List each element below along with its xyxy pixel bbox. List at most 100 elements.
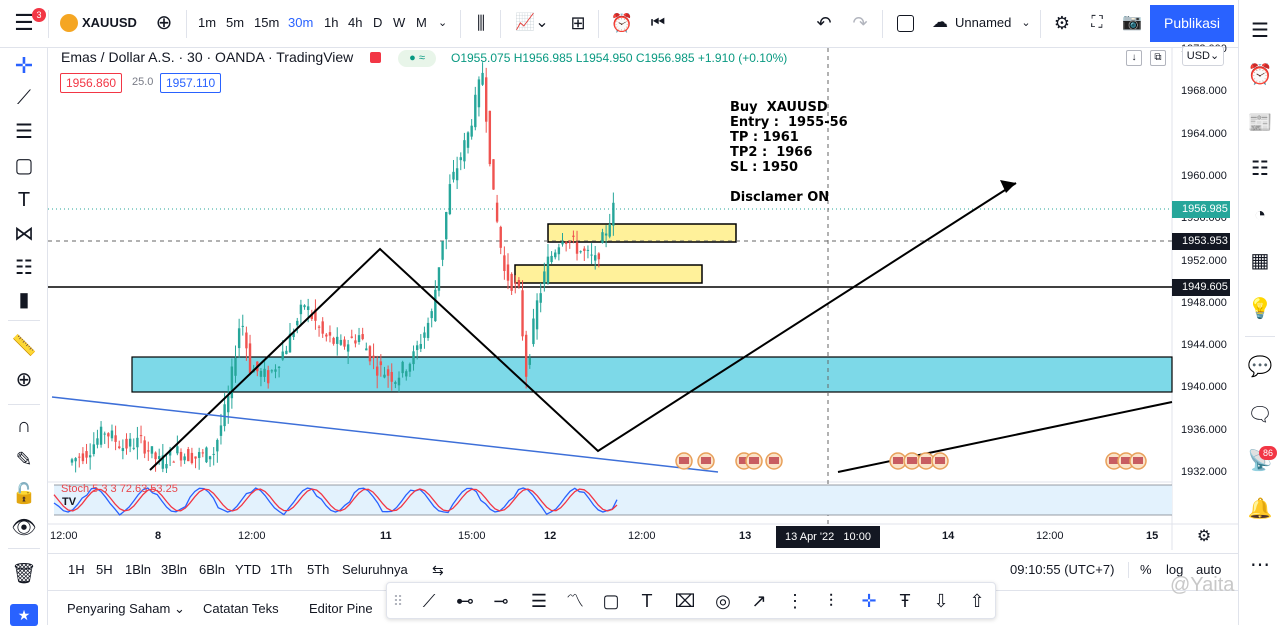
range-1H[interactable]: 1H [68, 562, 85, 577]
projection-path[interactable] [149, 182, 1017, 471]
trendline-icon[interactable]: ⟋ [17, 87, 31, 109]
range-1Th[interactable]: 1Th [270, 562, 293, 577]
chevron-down-icon[interactable]: ⌄ [1021, 17, 1031, 29]
tab-text-notes[interactable]: Catatan Teks [203, 601, 279, 616]
entry-zone-lower[interactable] [514, 264, 703, 284]
alarm-clock-icon[interactable]: ⏰ [1247, 64, 1273, 86]
range-YTD[interactable]: YTD [235, 562, 261, 577]
interval-M[interactable]: M [416, 15, 427, 30]
ideas-icon[interactable]: 💡 [1247, 298, 1273, 320]
range-1Bln[interactable]: 1Bln [125, 562, 152, 577]
horizontal-line-icon[interactable]: ⊸ [493, 591, 509, 611]
trendline-blue[interactable] [51, 396, 719, 473]
arrow-down-marker-icon[interactable]: ⇩ [933, 591, 949, 611]
chat-icon[interactable]: 💬 [1247, 356, 1273, 378]
layout-select-icon[interactable] [897, 15, 914, 32]
replay-icon[interactable]: ⏮ [650, 14, 666, 31]
path-icon[interactable]: 〽 [566, 591, 584, 611]
calendar-icon[interactable]: ⇆ [432, 562, 444, 578]
bell-icon[interactable]: 🔔 [1247, 498, 1273, 520]
demand-zone[interactable] [131, 356, 1173, 393]
arrow-line-icon[interactable]: ↗ [751, 591, 767, 611]
tab-stock-screener[interactable]: Penyaring Saham ⌄ [67, 601, 185, 616]
chevron-down-icon[interactable]: ⌄ [438, 17, 448, 29]
pattern-icon[interactable]: ⋈ [14, 223, 34, 245]
chart-legend-title[interactable]: Emas / Dollar A.S. · 30 · OANDA · Tradin… [61, 49, 354, 65]
range-5H[interactable]: 5H [96, 562, 113, 577]
trend-line-tool-icon[interactable]: ⟋ [422, 591, 436, 611]
log-toggle[interactable]: log [1166, 562, 1184, 577]
text-cursor-icon[interactable]: Ŧ [899, 591, 911, 611]
range-Seluruhnya[interactable]: Seluruhnya [342, 562, 408, 577]
economic-events[interactable] [675, 452, 1147, 470]
brush-icon[interactable]: ▮ [18, 289, 30, 311]
buy-price[interactable]: 1957.110 [160, 73, 222, 93]
callout-icon[interactable]: ⌧ [674, 591, 696, 611]
zoom-in-icon[interactable]: ⊕ [15, 369, 33, 391]
eye-icon[interactable]: 👁 [11, 517, 37, 539]
currency-select[interactable]: USD⌄ [1182, 46, 1224, 66]
redo-icon[interactable]: ↷ [852, 13, 868, 33]
publish-button[interactable]: Publikasi [1150, 5, 1234, 42]
compare-add-icon[interactable]: ⊕ [155, 12, 173, 34]
forecast-icon[interactable]: ☷ [15, 257, 33, 279]
trash-icon[interactable]: 🗑 [11, 563, 37, 585]
calendar-grid-icon[interactable]: ▦ [1250, 250, 1270, 272]
star-favorites-icon[interactable]: ★ [10, 604, 38, 626]
templates-icon[interactable]: ⊞ [570, 13, 586, 33]
magnet-icon[interactable]: ∩ [16, 415, 32, 437]
lock-icon[interactable]: 🔓 [11, 483, 37, 505]
news-icon[interactable]: 📰 [1247, 112, 1273, 134]
gear-icon[interactable]: ⚙ [1196, 528, 1212, 545]
rectangle-tool-icon[interactable]: ▢ [602, 591, 620, 611]
horizontal-ray-icon[interactable]: ⊷ [456, 591, 474, 611]
sell-price[interactable]: 1956.860 [60, 73, 123, 93]
camera-icon[interactable]: 📷 [1122, 14, 1142, 31]
parallel-channel-icon[interactable]: ☰ [530, 591, 548, 611]
range-6Bln[interactable]: 6Bln [199, 562, 226, 577]
range-5Th[interactable]: 5Th [307, 562, 330, 577]
arrow-down-icon[interactable]: ↓ [1126, 50, 1142, 66]
indicators-icon[interactable]: 📈⌄ [515, 14, 549, 31]
data-window-icon[interactable]: ☷ [1251, 158, 1269, 180]
price-chart[interactable] [48, 48, 1238, 550]
crosshair-tool-icon[interactable]: ✛ [861, 591, 877, 611]
cloud-icon[interactable]: ☁ [932, 14, 948, 31]
auto-toggle[interactable]: auto [1196, 562, 1222, 577]
interval-15m[interactable]: 15m [254, 15, 280, 30]
lock-drawing-icon[interactable]: ✎ [15, 449, 33, 471]
restore-icon[interactable]: ⧉ [1150, 50, 1166, 66]
chats-icon[interactable]: 🗨 [1247, 404, 1273, 426]
percent-toggle[interactable]: % [1140, 562, 1152, 577]
fib-retracement-icon[interactable]: ⋮ [786, 591, 804, 611]
gear-icon[interactable]: ⚙ [1053, 13, 1071, 33]
circle-icon[interactable]: ◎ [715, 591, 731, 611]
alert-icon[interactable]: ⏰ [610, 13, 634, 33]
hotlist-icon[interactable]: ◔ [1253, 204, 1267, 226]
crosshair-icon[interactable]: ✛ [14, 53, 34, 78]
fullscreen-icon[interactable]: ⛶ [1091, 14, 1103, 31]
interval-1m[interactable]: 1m [198, 15, 217, 30]
help-icon[interactable]: ⋯ [1250, 554, 1270, 576]
fib-icon[interactable]: ☰ [15, 121, 33, 143]
clock[interactable]: 09:10:55 (UTC+7) [1010, 562, 1115, 577]
drag-handle-icon[interactable]: ⠿ [392, 593, 404, 609]
candle-type-icon[interactable]: ⫼ [476, 13, 486, 33]
layout-name[interactable]: Unnamed [955, 15, 1012, 30]
interval-30m[interactable]: 30m [288, 15, 314, 30]
interval-5m[interactable]: 5m [226, 15, 245, 30]
trade-note[interactable]: Buy XAUUSD Entry : 1955-56 TP : 1961 TP2 : … [730, 100, 848, 205]
undo-icon[interactable]: ↶ [816, 13, 832, 33]
tab-pine-editor[interactable]: Editor Pine [309, 601, 373, 616]
range-3Bln[interactable]: 3Bln [161, 562, 188, 577]
stoch-label[interactable]: Stoch 5 3 3 72.63 53.25 [61, 483, 178, 495]
ruler-icon[interactable]: 📏 [11, 335, 37, 357]
menu-icon[interactable]: ☰ [14, 10, 34, 35]
symbol-search[interactable]: XAUUSD [82, 15, 137, 30]
interval-D[interactable]: D [373, 15, 383, 30]
interval-1h[interactable]: 1h [324, 15, 339, 30]
entry-zone-upper[interactable] [547, 223, 737, 243]
interval-4h[interactable]: 4h [348, 15, 363, 30]
rectangle-icon[interactable]: ▢ [14, 155, 34, 177]
text-icon[interactable]: T [17, 189, 31, 211]
